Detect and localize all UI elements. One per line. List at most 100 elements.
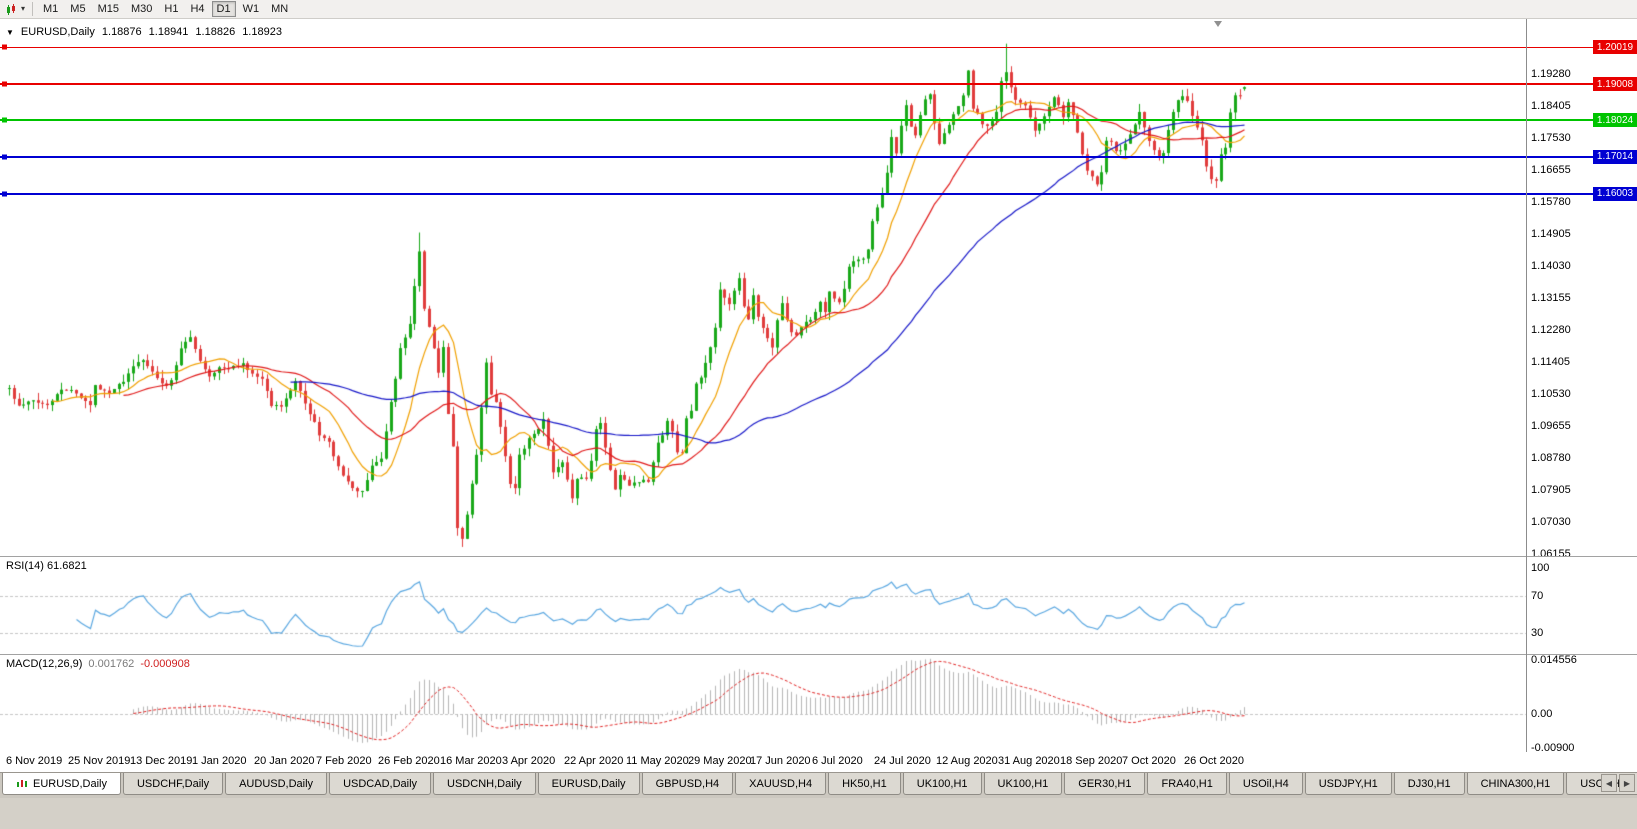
chart-tab-label: HK50,H1 [842, 777, 887, 790]
candlestick-chart-icon [7, 3, 15, 15]
date-axis-label: 7 Oct 2020 [1122, 755, 1176, 767]
panel-separator-main-rsi[interactable] [0, 556, 1637, 557]
chart-tab-ger30-h1[interactable]: GER30,H1 [1064, 773, 1146, 795]
timeframe-button-m5[interactable]: M5 [70, 3, 86, 15]
chart-tab-label: EURUSD,Daily [33, 777, 107, 790]
price-tick-label: 1.07030 [1531, 516, 1571, 529]
chart-tab-dj30-h1[interactable]: DJ30,H1 [1393, 773, 1465, 795]
chart-tab-label: UK100,H1 [916, 777, 968, 790]
one-click-trading-arrow[interactable]: ▼ [6, 27, 14, 37]
horizontal-line-1.19008[interactable] [0, 83, 1593, 85]
price-tick-label: 1.16655 [1531, 164, 1571, 177]
chart-tab-label: USOil,H4 [1242, 777, 1289, 790]
timeframe-button-d1[interactable]: D1 [211, 1, 236, 17]
chart-tab-usdcnh-daily[interactable]: USDCNH,Daily [433, 773, 536, 795]
macd-indicator-label: MACD(12,26,9) 0.001762 -0.000908 [6, 658, 190, 670]
chart-tab-label: XAUUSD,H4 [749, 777, 813, 790]
chart-tab-china300-h1[interactable]: CHINA300,H1 [1466, 773, 1565, 795]
date-axis-label: 26 Oct 2020 [1184, 755, 1244, 767]
chart-tab-label: EURUSD,Daily [551, 777, 626, 790]
line-handle[interactable] [2, 81, 7, 87]
chart-shift-marker[interactable] [1214, 21, 1222, 27]
price-tick-label: 1.08780 [1531, 452, 1571, 465]
chart-tab-usdjpy-h1[interactable]: USDJPY,H1 [1304, 773, 1392, 795]
price-tick-label: 1.09655 [1531, 420, 1571, 433]
macd-axis-label: -0.00900 [1531, 741, 1575, 754]
macd-axis-label: 0.014556 [1531, 653, 1577, 666]
price-tick-label: 1.14030 [1531, 260, 1571, 273]
date-axis: 6 Nov 2019 25 Nov 2019 13 Dec 2019 1 Jan 20… [0, 752, 1637, 771]
horizontal-line-1.16003[interactable] [0, 193, 1593, 195]
price-badge-1.16003: 1.16003 [1593, 186, 1637, 201]
chart-tab-uk100-h1[interactable]: UK100,H1 [983, 773, 1063, 795]
line-handle[interactable] [2, 44, 7, 50]
date-axis-label: 26 Feb 2020 [378, 755, 440, 767]
chart-tab-xauusd-h4[interactable]: XAUUSD,H4 [735, 773, 827, 795]
chart-tabs-bar: EURUSD,Daily USDCHF,Daily AUDUSD,Daily USDC… [0, 772, 1637, 798]
tabs-scroll-right-button[interactable]: ▶ [1619, 774, 1635, 792]
line-handle[interactable] [2, 191, 7, 197]
rsi-axis-label: 30 [1531, 626, 1544, 639]
macd-signal-value: -0.000908 [140, 658, 190, 670]
chart-tab-usdcad-daily[interactable]: USDCAD,Daily [329, 773, 432, 795]
chart-tab-fra40-h1[interactable]: FRA40,H1 [1147, 773, 1227, 795]
timeframe-button-w1[interactable]: W1 [242, 3, 260, 15]
panel-separator-rsi-macd[interactable] [0, 654, 1637, 655]
line-handle[interactable] [2, 154, 7, 160]
price-badge-1.17014: 1.17014 [1593, 149, 1637, 164]
chart-tab-label: USDCAD,Daily [343, 777, 418, 790]
horizontal-line-1.18024[interactable] [0, 119, 1593, 121]
timeframe-button-h4[interactable]: H4 [190, 3, 205, 15]
chart-type-button[interactable]: ▾ [3, 1, 28, 17]
timeframe-button-m15[interactable]: M15 [97, 3, 119, 15]
price-tick-label: 1.19280 [1531, 68, 1571, 81]
price-tick-label: 1.12280 [1531, 324, 1571, 337]
timeframe-button-mn[interactable]: MN [271, 3, 289, 15]
chart-tab-label: FRA40,H1 [1161, 777, 1213, 790]
horizontal-line-1.17014[interactable] [0, 156, 1593, 158]
price-tick-label: 1.17530 [1531, 132, 1571, 145]
chart-tab-eurusd-daily[interactable]: EURUSD,Daily [537, 773, 640, 795]
price-tick-label: 1.07905 [1531, 484, 1571, 497]
date-axis-label: 22 Apr 2020 [564, 755, 624, 767]
toolbar-separator [32, 2, 34, 16]
chart-tab-eurusd-daily[interactable]: EURUSD,Daily [2, 773, 121, 795]
price-chart-canvas[interactable] [0, 19, 1637, 752]
price-badge-1.19008: 1.19008 [1593, 77, 1637, 91]
price-tick-label: 1.06155 [1531, 548, 1571, 561]
price-tick-label: 1.18405 [1531, 100, 1571, 113]
date-axis-label: 7 Feb 2020 [316, 755, 372, 767]
chart-tab-label: USDJPY,H1 [1318, 777, 1378, 790]
timeframe-button-h1[interactable]: H1 [164, 3, 179, 15]
chart-tab-usdchf-daily[interactable]: USDCHF,Daily [122, 773, 224, 795]
chart-area: ▼ EURUSD,Daily 1.18876 1.18941 1.18826 1… [0, 19, 1637, 754]
date-axis-label: 11 May 2020 [626, 755, 689, 767]
ohlc-readout: ▼ EURUSD,Daily 1.18876 1.18941 1.18826 1… [6, 26, 282, 38]
chart-tab-uk100-h1[interactable]: UK100,H1 [902, 773, 982, 795]
chart-tab-audusd-daily[interactable]: AUDUSD,Daily [225, 773, 328, 795]
date-axis-label: 16 Mar 2020 [440, 755, 502, 767]
price-tick-label: 1.13155 [1531, 292, 1571, 305]
chart-tab-label: CHINA300,H1 [1480, 777, 1551, 790]
macd-axis-label: 0.00 [1531, 708, 1553, 720]
chart-tab-usoil-h4[interactable]: USOil,H4 [1228, 773, 1303, 795]
price-scale-separator [1526, 19, 1527, 771]
date-axis-label: 25 Nov 2019 [68, 755, 131, 767]
date-axis-label: 31 Aug 2020 [998, 755, 1060, 767]
price-tick-label: 1.11405 [1531, 356, 1570, 369]
price-badge-1.20019: 1.20019 [1593, 40, 1637, 54]
line-handle[interactable] [2, 117, 7, 123]
timeframe-buttons: M1 M5 M15 M30 H1 H4 D1 W1 MN [37, 1, 294, 17]
date-axis-label: 13 Dec 2019 [130, 755, 193, 767]
chart-tab-hk50-h1[interactable]: HK50,H1 [828, 773, 901, 795]
tabs-scroll-left-button[interactable]: ◀ [1601, 774, 1617, 792]
horizontal-line-1.20019[interactable] [0, 47, 1593, 48]
candlestick-chart-icon [17, 779, 27, 787]
price-badge-1.18024: 1.18024 [1593, 113, 1637, 128]
timeframe-button-m30[interactable]: M30 [130, 3, 153, 15]
timeframe-toolbar: ▾ M1 M5 M15 M30 H1 H4 D1 W1 MN [0, 0, 1637, 19]
date-axis-label: 17 Jun 2020 [750, 755, 811, 767]
chart-tab-gbpusd-h4[interactable]: GBPUSD,H4 [641, 773, 734, 795]
timeframe-button-m1[interactable]: M1 [43, 3, 59, 15]
